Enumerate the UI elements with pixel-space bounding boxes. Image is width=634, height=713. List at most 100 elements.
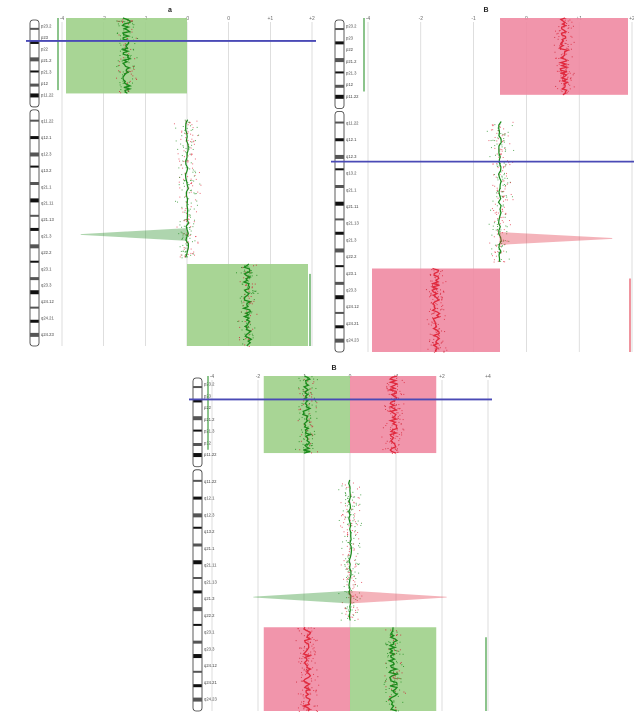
data-point [122, 19, 124, 21]
data-point [301, 674, 303, 676]
data-point [242, 305, 244, 307]
data-point [246, 286, 248, 288]
data-point [188, 144, 190, 146]
data-point [129, 80, 131, 82]
data-point [194, 174, 196, 176]
region-fill [263, 376, 350, 454]
data-point [397, 677, 399, 679]
data-point [185, 235, 187, 237]
data-point [492, 225, 494, 227]
data-point [384, 405, 386, 407]
data-point [433, 322, 435, 324]
data-point [562, 85, 564, 87]
data-point [247, 315, 249, 317]
data-point [190, 183, 192, 185]
data-point [392, 665, 394, 667]
data-point [431, 322, 433, 324]
data-point [504, 240, 506, 242]
data-point [446, 349, 448, 351]
data-point [120, 58, 122, 60]
data-point [311, 435, 313, 437]
data-point [306, 633, 308, 635]
data-point [184, 196, 186, 198]
data-point [126, 54, 128, 56]
data-point [304, 645, 306, 647]
band-label: q11.22 [41, 119, 54, 124]
data-point [120, 44, 122, 46]
data-point [181, 257, 183, 259]
data-point [185, 195, 187, 197]
data-point [247, 266, 249, 268]
data-point [432, 298, 434, 300]
band-label: q24.23 [204, 697, 217, 702]
data-point [398, 404, 400, 406]
data-point [561, 79, 563, 81]
data-point [503, 190, 505, 192]
data-point [193, 251, 195, 253]
data-point [185, 137, 187, 139]
data-point [249, 322, 251, 324]
data-point [349, 511, 351, 513]
data-point [297, 693, 299, 695]
data-point [358, 563, 360, 565]
data-point [503, 140, 505, 142]
data-point [398, 440, 400, 442]
data-point [249, 292, 251, 294]
data-point [302, 695, 304, 697]
data-point [500, 217, 502, 219]
data-point [183, 248, 185, 250]
data-point [564, 32, 566, 34]
data-point [561, 43, 563, 45]
data-point [504, 184, 506, 186]
data-point [309, 413, 311, 415]
data-point [345, 607, 347, 609]
data-point [503, 250, 505, 252]
data-point [500, 190, 502, 192]
data-point [509, 164, 511, 166]
data-point [502, 170, 504, 172]
data-point [499, 125, 501, 127]
data-point [244, 344, 246, 346]
data-point [193, 221, 195, 223]
data-point [301, 431, 303, 433]
data-point [304, 396, 306, 398]
data-point [185, 220, 187, 222]
data-point [439, 347, 441, 349]
data-point [179, 176, 181, 178]
data-point [348, 594, 350, 596]
data-point [347, 563, 349, 565]
data-point [251, 293, 253, 295]
data-point [347, 510, 349, 512]
data-point [573, 86, 575, 88]
data-point [184, 255, 186, 257]
data-point [402, 419, 404, 421]
data-point [189, 168, 191, 170]
data-point [503, 134, 505, 136]
data-point [491, 124, 493, 126]
data-point [254, 290, 256, 292]
data-point [505, 251, 507, 253]
data-point [345, 488, 347, 490]
data-point [502, 200, 504, 202]
data-point [189, 189, 191, 191]
data-point [400, 393, 402, 395]
ideogram-band [335, 71, 344, 74]
data-point [355, 522, 357, 524]
data-point [298, 441, 300, 443]
data-point [494, 185, 496, 187]
data-point [396, 652, 398, 654]
data-point [563, 23, 565, 25]
data-point [554, 36, 556, 38]
data-point [396, 633, 398, 635]
ideogram-band [30, 244, 39, 249]
data-point [496, 213, 498, 215]
data-point [192, 148, 194, 150]
data-point [118, 34, 120, 36]
data-point [498, 251, 500, 253]
data-point [306, 708, 308, 710]
data-point [496, 228, 498, 230]
data-point [566, 77, 568, 79]
data-point [393, 648, 395, 650]
ideogram-band [335, 265, 344, 268]
data-point [305, 672, 307, 674]
